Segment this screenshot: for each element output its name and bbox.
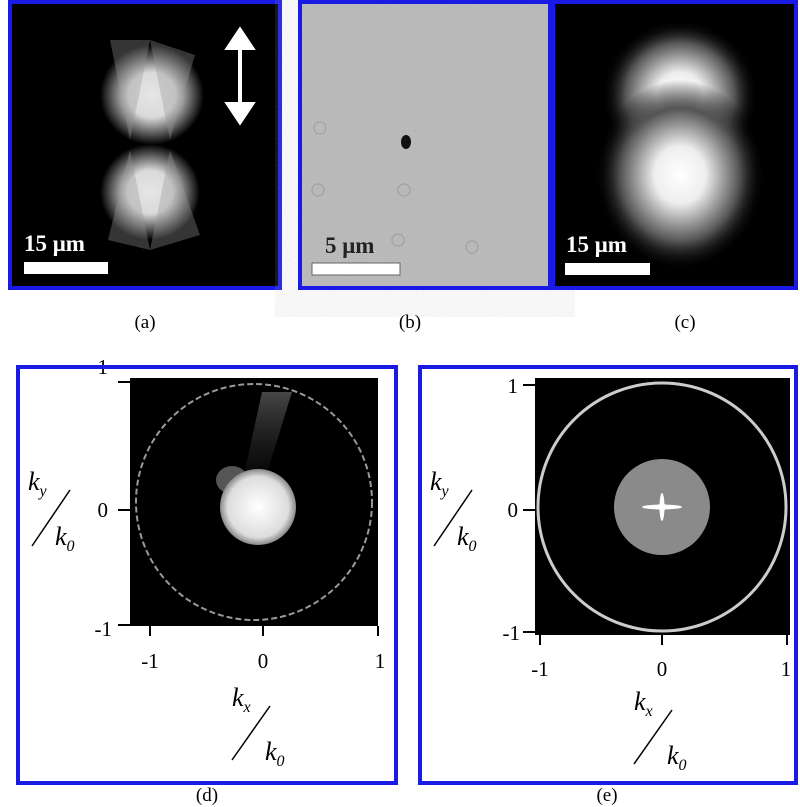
svg-text:k0: k0 <box>55 522 75 555</box>
x-tick-label: 1 <box>375 649 386 673</box>
label-part: k <box>265 737 277 766</box>
scale-bar-label: 5 μm <box>325 233 374 258</box>
svg-text:ky: ky <box>430 467 450 500</box>
y-tick-label: 0 <box>98 498 109 522</box>
scale-bar-label: 15 μm <box>24 231 85 256</box>
panel-c: 15 μm (c) <box>553 2 796 333</box>
panel-label: (e) <box>596 785 617 806</box>
svg-text:k0: k0 <box>667 741 687 774</box>
x-tick-label: 0 <box>258 649 269 673</box>
label-part: k <box>232 683 244 712</box>
label-part: y <box>440 483 450 500</box>
label-part: x <box>645 703 653 720</box>
panel-label: (b) <box>399 312 421 333</box>
scale-bar-label: 15 μm <box>566 232 627 257</box>
label-part: 0 <box>679 757 687 774</box>
y-tick-label: -1 <box>503 621 521 645</box>
svg-text:k0: k0 <box>265 737 285 770</box>
x-tick-label: 0 <box>657 657 668 681</box>
label-part: k <box>430 467 442 496</box>
y-axis-label: ky k0 <box>430 467 477 555</box>
label-part: k <box>28 467 40 496</box>
panel-e: 1 0 -1 -1 0 1 ky k0 kx k0 (e) <box>420 367 796 806</box>
figure: 15 μm (a) 5 μm (b) 15 μm (c) <box>0 0 800 807</box>
label-part: x <box>243 699 251 716</box>
panel-label: (d) <box>196 785 218 806</box>
y-axis-label: ky k0 <box>28 467 75 555</box>
y-tick-label: 1 <box>508 374 519 398</box>
svg-text:kx: kx <box>232 683 251 716</box>
x-tick-label: -1 <box>531 657 549 681</box>
x-axis-label: kx k0 <box>232 683 285 770</box>
y-tick-label: -1 <box>95 617 113 641</box>
label-part: y <box>38 483 48 500</box>
label-part: k <box>55 522 67 551</box>
label-part: k <box>634 687 646 716</box>
svg-text:kx: kx <box>634 687 653 720</box>
x-tick-label: 1 <box>781 657 792 681</box>
y-tick-label: 0 <box>508 498 519 522</box>
x-axis-label: kx k0 <box>634 687 687 774</box>
panel-label: (c) <box>674 312 695 333</box>
panel-d: 1 0 -1 -1 0 1 ky k0 kx k0 (d) <box>18 355 396 806</box>
label-part: 0 <box>67 538 75 555</box>
label-part: k <box>457 522 469 551</box>
label-part: 0 <box>277 753 285 770</box>
svg-text:k0: k0 <box>457 522 477 555</box>
panel-label: (a) <box>134 312 155 333</box>
x-tick-label: -1 <box>141 649 159 673</box>
panel-b: 5 μm (b) <box>300 2 550 333</box>
label-part: 0 <box>469 538 477 555</box>
label-part: k <box>667 741 679 770</box>
svg-text:ky: ky <box>28 467 48 500</box>
panel-a: 15 μm (a) <box>10 2 280 333</box>
